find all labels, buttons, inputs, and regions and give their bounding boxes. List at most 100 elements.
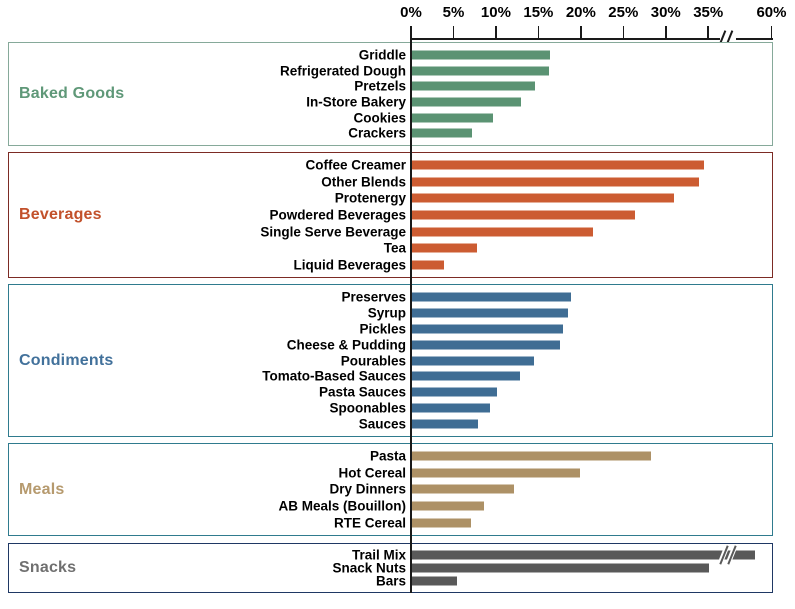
bar-row: Griddle	[9, 47, 772, 63]
category-label: Pourables	[340, 352, 406, 368]
bar-row: Pasta	[9, 448, 772, 465]
bar-row: In-Store Bakery	[9, 94, 772, 110]
axis-tick	[452, 26, 455, 38]
axis-tick	[707, 26, 709, 38]
section-title: Meals	[19, 480, 65, 498]
bar	[412, 550, 755, 560]
bar	[412, 260, 445, 270]
bar	[412, 243, 477, 253]
bar	[412, 451, 651, 461]
category-label: Hot Cereal	[338, 465, 406, 481]
axis-tick	[622, 26, 625, 38]
category-label: Dry Dinners	[329, 481, 406, 497]
section-title: Snacks	[19, 559, 77, 576]
bar-row: Single Serve Beverage	[9, 223, 772, 240]
axis-tick-label: 35%	[693, 4, 724, 21]
category-label: Refrigerated Dough	[279, 62, 406, 78]
bar	[412, 419, 479, 429]
axis-tick-label: 10%	[480, 4, 511, 21]
bar-row: AB Meals (Bouillon)	[9, 498, 772, 515]
category-label: Pretzels	[354, 78, 406, 94]
bar	[412, 403, 491, 413]
bar	[412, 356, 535, 365]
bar-row: Syrup	[9, 305, 772, 321]
category-label: Cookies	[353, 109, 406, 125]
bar-row: Sauces	[9, 416, 772, 432]
bar-row: Coffee Creamer	[9, 157, 772, 174]
bar-break-icon	[718, 544, 739, 566]
bar-row: RTE Cereal	[9, 514, 772, 531]
axis-tick-label: 20%	[565, 4, 596, 21]
category-label: Powdered Beverages	[269, 207, 406, 223]
category-label: Trail Mix	[351, 546, 406, 562]
zero-baseline	[410, 38, 412, 593]
bar	[412, 387, 497, 397]
bar	[412, 371, 520, 381]
category-label: In-Store Bakery	[306, 94, 406, 110]
bar-row: Pasta Sauces	[9, 384, 772, 400]
bar	[412, 518, 471, 528]
category-label: Tea	[383, 240, 406, 256]
bar-row: Protenergy	[9, 190, 772, 207]
section-box-beverages: Beverages Coffee Creamer Other Blends Prote…	[8, 152, 773, 278]
axis-line	[411, 38, 773, 40]
bar	[412, 501, 485, 511]
bar	[412, 160, 705, 170]
axis-tick-label: 0%	[400, 4, 422, 21]
bar	[412, 576, 457, 586]
axis-tick	[410, 26, 412, 38]
category-label: Pickles	[359, 320, 406, 336]
axis-tick	[580, 26, 582, 38]
bar-row: Tea	[9, 240, 772, 257]
category-label: Coffee Creamer	[305, 157, 406, 173]
category-label: Pasta Sauces	[318, 384, 406, 400]
category-label: Griddle	[358, 47, 406, 63]
category-label: Single Serve Beverage	[260, 223, 406, 239]
bar-row: Crackers	[9, 125, 772, 141]
bar	[412, 128, 473, 138]
bar	[412, 324, 564, 334]
axis-tick	[664, 26, 667, 38]
category-label: Preserves	[341, 289, 406, 305]
section-box-condiments: Condiments Preserves Syrup Pickles Cheese & …	[8, 284, 773, 437]
bar-row: Preserves	[9, 289, 772, 305]
bar	[412, 484, 514, 494]
category-label: RTE Cereal	[333, 514, 406, 530]
category-label: Bars	[375, 573, 406, 589]
bar-row: Dry Dinners	[9, 481, 772, 498]
axis-tick-label: 15%	[523, 4, 554, 21]
section-title: Beverages	[19, 206, 102, 223]
bar-row: Hot Cereal	[9, 465, 772, 482]
bar-row: Snack Nuts	[9, 561, 772, 574]
category-label: Pasta	[369, 448, 406, 464]
bar-row: Liquid Beverages	[9, 256, 772, 273]
category-label: AB Meals (Bouillon)	[278, 498, 407, 514]
category-label: Snack Nuts	[332, 560, 406, 576]
bar-row: Tomato-Based Sauces	[9, 368, 772, 384]
bar	[412, 177, 699, 187]
bar-row: Bars	[9, 575, 772, 588]
bar	[412, 50, 550, 60]
bar	[412, 81, 536, 91]
section-box-meals: Meals Pasta Hot Cereal Dry Dinners AB Meals …	[8, 443, 773, 536]
axis-tick	[770, 26, 773, 38]
bar-row: Pretzels	[9, 78, 772, 94]
bar	[412, 113, 493, 123]
axis-tick-label: 25%	[608, 4, 639, 21]
category-label: Tomato-Based Sauces	[262, 368, 406, 384]
bar	[412, 563, 710, 573]
bar	[412, 210, 635, 220]
category-label: Other Blends	[321, 174, 406, 190]
bar	[412, 66, 549, 75]
category-label: Protenergy	[334, 190, 406, 206]
axis-tick	[537, 26, 540, 38]
bar-row: Pourables	[9, 353, 772, 369]
bar-row: Powdered Beverages	[9, 207, 772, 224]
category-label: Spoonables	[329, 400, 406, 416]
bar	[412, 227, 593, 237]
section-title: Baked Goods	[19, 85, 125, 102]
bar-row: Other Blends	[9, 174, 772, 191]
category-label: Liquid Beverages	[293, 257, 406, 272]
axis-tick-label: 60%	[756, 4, 787, 21]
